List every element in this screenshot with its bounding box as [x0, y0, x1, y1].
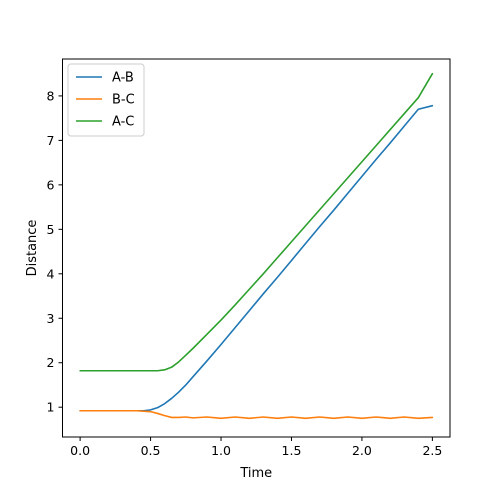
y-tick-label: 6	[47, 177, 55, 192]
plot-lines	[79, 72, 434, 420]
legend: A-B B-C A-C	[67, 63, 145, 137]
y-tick-label: 8	[47, 88, 55, 103]
series-line-b-c	[79, 409, 434, 420]
axes-frame	[62, 58, 451, 438]
y-tick-label: 2	[47, 355, 55, 370]
x-tick-label: 2.5	[422, 443, 442, 458]
legend-label-a-b: A-B	[112, 71, 134, 86]
x-tick-label: 0.0	[70, 443, 90, 458]
x-axis-ticks: 0.0 0.5 1.0 1.5 2.0 2.5	[70, 437, 442, 458]
y-tick-label: 7	[47, 133, 55, 148]
y-tick-label: 4	[47, 266, 55, 281]
x-tick-label: 1.0	[211, 443, 231, 458]
legend-label-b-c: B-C	[112, 93, 135, 108]
x-axis-label: Time	[239, 466, 272, 481]
legend-box	[67, 63, 145, 137]
y-tick-label: 1	[47, 400, 55, 415]
x-tick-label: 2.0	[352, 443, 372, 458]
legend-label-a-c: A-C	[112, 115, 134, 130]
series-line-a-c	[79, 72, 434, 372]
x-tick-label: 1.5	[282, 443, 302, 458]
y-tick-label: 5	[47, 222, 55, 237]
y-axis-ticks: 1 2 3 4 5 6 7 8	[47, 88, 63, 415]
x-tick-label: 0.5	[141, 443, 161, 458]
y-tick-label: 3	[47, 311, 55, 326]
y-axis-label: Distance	[25, 220, 40, 277]
